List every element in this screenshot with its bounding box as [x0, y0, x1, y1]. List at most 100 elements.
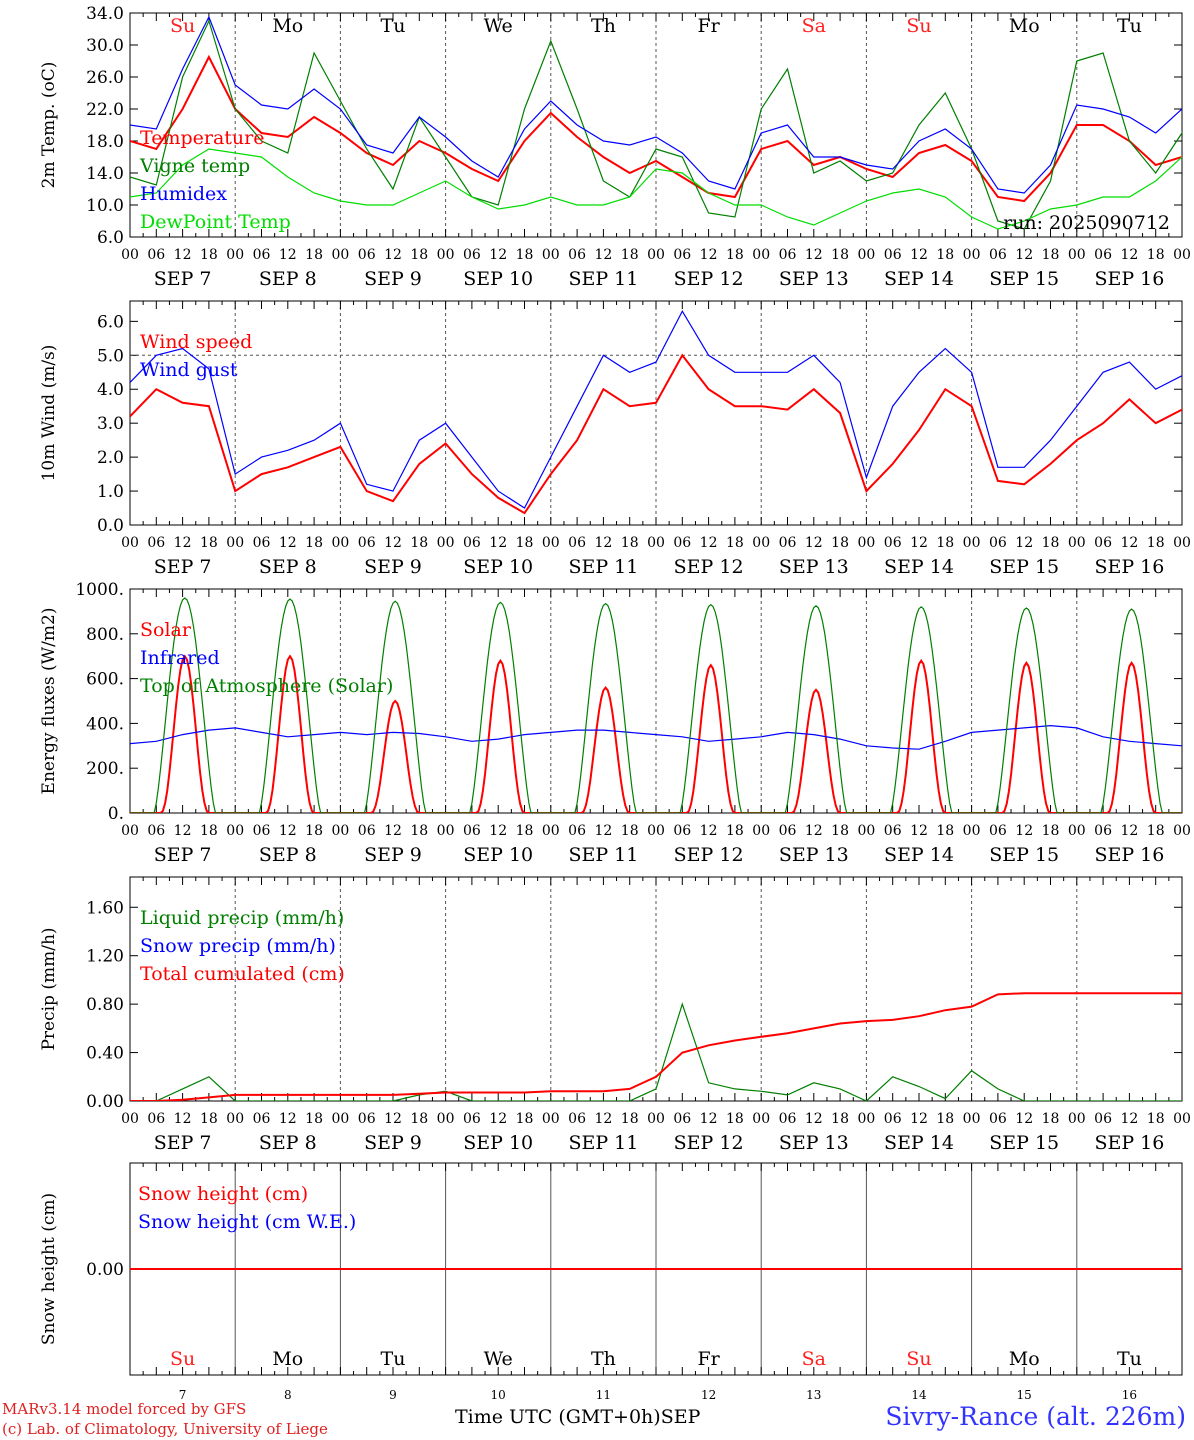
hour-label: 06: [568, 823, 586, 839]
hour-label: 12: [1120, 823, 1138, 839]
hour-label: 12: [805, 535, 823, 551]
hour-label: 00: [121, 535, 139, 551]
series-line-wind-gust: [130, 309, 1182, 509]
weekday-label: Tu: [381, 15, 406, 37]
hour-label: 06: [568, 535, 586, 551]
hour-ticks: [129, 589, 1183, 813]
day-number-label: 7: [179, 1388, 187, 1402]
hour-label: 06: [1094, 247, 1112, 263]
hour-label: 18: [305, 1111, 323, 1127]
hour-label: 06: [463, 823, 481, 839]
hour-label: 18: [200, 823, 218, 839]
date-label: SEP 11: [568, 1132, 638, 1154]
hour-label: 18: [200, 247, 218, 263]
date-label: SEP 9: [364, 844, 422, 866]
date-label: SEP 11: [568, 556, 638, 578]
date-label: SEP 10: [463, 556, 533, 578]
date-label: SEP 10: [463, 1132, 533, 1154]
date-label: SEP 15: [989, 844, 1059, 866]
day-number-label: 14: [911, 1388, 927, 1402]
weekday-label: Su: [906, 15, 931, 37]
legend-entry: Snow precip (mm/h): [140, 935, 336, 957]
date-label: SEP 8: [259, 268, 317, 290]
legend-entry: Vigne temp: [139, 155, 250, 177]
hour-label: 06: [989, 535, 1007, 551]
hour-label: 06: [358, 823, 376, 839]
hour-label: 18: [1042, 823, 1060, 839]
hour-label: 06: [147, 535, 165, 551]
hour-label: 00: [752, 823, 770, 839]
hour-label: 00: [1173, 535, 1191, 551]
hour-label: 18: [200, 1111, 218, 1127]
hour-label: 18: [305, 535, 323, 551]
hour-label: 12: [1015, 1111, 1033, 1127]
hour-label: 00: [437, 535, 455, 551]
hour-label: 12: [594, 535, 612, 551]
hour-label: 00: [1173, 1111, 1191, 1127]
hour-label: 12: [174, 823, 192, 839]
hour-label: 12: [174, 247, 192, 263]
hour-label: 12: [594, 1111, 612, 1127]
hour-label: 00: [331, 1111, 349, 1127]
hour-label: 06: [884, 1111, 902, 1127]
hour-label: 12: [384, 1111, 402, 1127]
hour-label: 18: [410, 823, 428, 839]
hour-label: 12: [489, 535, 507, 551]
hour-label: 00: [1068, 247, 1086, 263]
date-label: SEP 10: [463, 268, 533, 290]
hour-label: 00: [121, 823, 139, 839]
legend-entry: Wind gust: [140, 359, 238, 381]
hour-label: 00: [437, 823, 455, 839]
hour-label: 06: [884, 535, 902, 551]
legend-entry: Snow height (cm W.E.): [138, 1211, 356, 1233]
hour-label: 00: [857, 1111, 875, 1127]
y-axis-label: 10m Wind (m/s): [39, 345, 59, 482]
weekday-label: We: [484, 15, 513, 37]
legend-entry: Solar: [140, 619, 192, 641]
y-axis-label: Energy fluxes (W/m2): [39, 608, 59, 795]
hour-label: 00: [647, 535, 665, 551]
hour-label: 00: [963, 247, 981, 263]
hour-label: 00: [437, 247, 455, 263]
hour-label: 12: [700, 1111, 718, 1127]
hour-label: 06: [253, 1111, 271, 1127]
hour-label: 06: [253, 535, 271, 551]
hour-label: 18: [1147, 535, 1165, 551]
legend-entry: Top of Atmosphere (Solar): [140, 675, 393, 697]
day-number-label: 16: [1122, 1388, 1137, 1402]
y-tick-label: 18.0: [86, 132, 124, 152]
date-label: SEP 16: [1094, 844, 1164, 866]
hour-label: 06: [147, 1111, 165, 1127]
panel-1: 6.0 10.0 14.0 18.0 22.0 26.0 30.0 34.0 2m Temp. …: [39, 4, 1191, 290]
y-tick-label: 30.0: [86, 36, 124, 56]
legend-entry: Wind speed: [140, 331, 252, 353]
hour-label: 00: [1068, 823, 1086, 839]
hour-label: 12: [1015, 535, 1033, 551]
hour-label: 18: [1147, 247, 1165, 263]
hour-label: 00: [226, 247, 244, 263]
y-tick-label: 2.0: [97, 448, 124, 468]
hour-label: 06: [1094, 535, 1112, 551]
y-tick-label: 5.0: [97, 346, 124, 366]
hour-label: 00: [1173, 247, 1191, 263]
date-label: SEP 13: [779, 556, 849, 578]
hour-label: 00: [1068, 535, 1086, 551]
y-tick-label: 10.0: [86, 196, 124, 216]
hour-label: 12: [384, 247, 402, 263]
hour-label: 06: [989, 247, 1007, 263]
plot-frame: [129, 588, 1183, 814]
hour-label: 12: [489, 823, 507, 839]
hour-label: 12: [910, 247, 928, 263]
hour-label: 06: [673, 823, 691, 839]
y-tick-label: 1.0: [97, 482, 124, 502]
y-axis-label: 2m Temp. (oC): [39, 62, 59, 189]
hour-label: 18: [200, 535, 218, 551]
hour-label: 06: [989, 1111, 1007, 1127]
hour-label: 18: [831, 1111, 849, 1127]
hour-label: 12: [1120, 535, 1138, 551]
hour-label: 00: [542, 535, 560, 551]
hour-label: 12: [700, 247, 718, 263]
hour-label: 06: [358, 535, 376, 551]
y-tick-label: 600.: [86, 670, 124, 690]
